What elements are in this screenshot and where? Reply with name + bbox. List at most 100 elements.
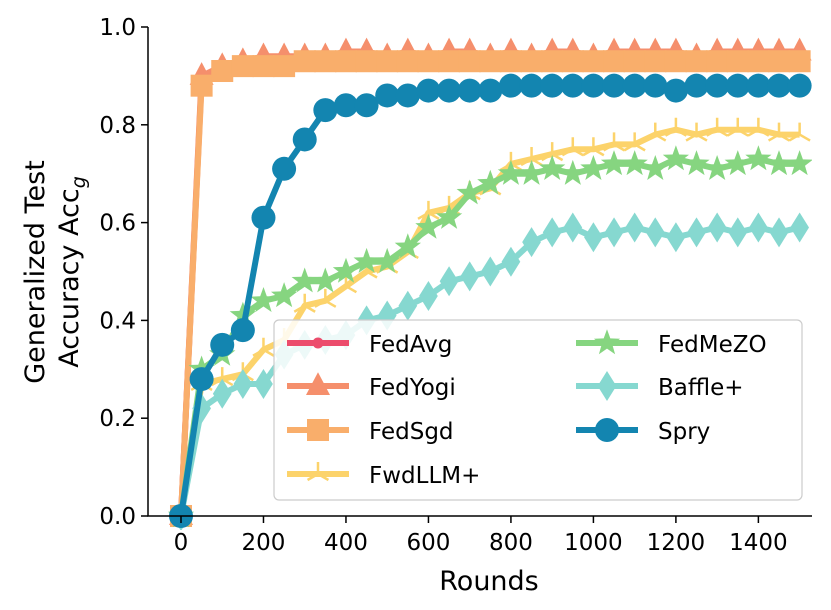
data-point-fwdllm xyxy=(520,147,543,167)
x-tick-label: 200 xyxy=(242,530,286,556)
data-point-fedmezo xyxy=(786,150,812,176)
legend-swatch-marker xyxy=(306,462,330,482)
x-tick-label: 1400 xyxy=(729,530,788,556)
data-point-baffle xyxy=(749,212,768,243)
data-point-fedmezo xyxy=(765,150,793,176)
data-point-fedsgd xyxy=(376,50,399,73)
legend-label: FedYogi xyxy=(369,375,456,401)
data-point-spry xyxy=(478,78,503,103)
x-tick-label: 400 xyxy=(324,530,368,556)
data-point-fedsgd xyxy=(458,50,481,73)
data-point-spry xyxy=(189,367,214,392)
data-point-spry xyxy=(684,73,709,98)
data-point-fedmezo xyxy=(600,150,628,176)
legend-swatch-marker xyxy=(597,371,617,401)
data-point-fedsgd xyxy=(334,50,357,73)
data-point-spry xyxy=(602,73,627,98)
data-point-fwdllm xyxy=(644,122,667,142)
data-point-fwdllm xyxy=(417,200,440,220)
data-point-fedsgd xyxy=(706,50,729,73)
y-axis-title: Generalized Test Accuracy Accg xyxy=(20,160,90,384)
data-point-spry xyxy=(746,73,771,98)
data-point-baffle xyxy=(501,246,521,277)
y-tick-label: 0.4 xyxy=(99,308,136,334)
data-point-fwdllm xyxy=(664,117,687,137)
x-tick-label: 0 xyxy=(174,530,189,556)
data-point-spry xyxy=(643,73,668,98)
y-tick-label: 0.6 xyxy=(99,211,136,237)
legend-item-baffle: Baffle+ xyxy=(576,371,744,401)
legend-swatch-marker xyxy=(306,372,330,395)
series-fedsgd xyxy=(169,50,811,527)
data-point-fedsgd xyxy=(685,50,708,73)
data-point-fedsgd xyxy=(252,55,275,78)
data-point-fedsgd xyxy=(314,50,337,73)
legend-label: Baffle+ xyxy=(658,375,744,401)
data-point-fedmezo xyxy=(745,145,772,171)
legend-label: Spry xyxy=(658,419,710,445)
data-point-baffle xyxy=(625,212,645,243)
y-tick-label: 0.0 xyxy=(99,504,136,530)
data-point-spry xyxy=(540,73,565,98)
data-point-baffle xyxy=(192,393,211,424)
data-point-spry xyxy=(416,78,441,103)
data-point-baffle xyxy=(419,280,438,311)
data-point-fwdllm xyxy=(685,122,708,142)
data-point-spry xyxy=(272,156,297,181)
data-point-fedmezo xyxy=(456,179,483,205)
y-axis-label-line2: Accuracy Accg xyxy=(54,176,90,368)
data-point-fedmezo xyxy=(662,145,689,171)
data-point-spry xyxy=(395,83,420,108)
data-point-fedmezo xyxy=(497,159,525,185)
data-point-fedsgd xyxy=(355,50,378,73)
data-point-fwdllm xyxy=(706,117,729,137)
data-point-fedsgd xyxy=(438,50,461,73)
data-point-spry xyxy=(498,73,523,98)
data-point-fedmezo xyxy=(415,213,442,239)
data-point-fedsgd xyxy=(293,50,316,73)
data-point-fwdllm xyxy=(314,288,337,308)
legend-item-fedsgd: FedSgd xyxy=(287,419,454,445)
data-point-fedsgd xyxy=(211,60,234,83)
data-point-spry xyxy=(292,127,317,152)
data-point-fedsgd xyxy=(417,50,440,73)
y-axis-label-main: Accuracy Acc xyxy=(54,188,85,368)
data-point-fedmezo xyxy=(539,155,566,180)
data-point-fedsgd xyxy=(541,50,564,73)
data-point-spry xyxy=(519,73,544,98)
data-point-baffle xyxy=(212,378,232,409)
data-point-fedmezo xyxy=(477,169,504,195)
data-point-fedmezo xyxy=(312,267,339,293)
data-point-spry xyxy=(560,73,585,98)
data-point-spry xyxy=(251,205,276,230)
x-tick-label: 600 xyxy=(406,530,450,556)
y-tick-label: 1.0 xyxy=(99,15,136,41)
data-point-spry xyxy=(375,83,400,108)
data-point-fwdllm xyxy=(582,137,605,157)
data-point-fedmezo xyxy=(704,155,731,180)
data-point-fedsgd xyxy=(273,55,296,78)
data-point-fedsgd xyxy=(499,50,522,73)
data-point-fedmezo xyxy=(642,155,669,180)
x-tick-label: 1200 xyxy=(647,530,706,556)
data-point-baffle xyxy=(584,222,603,253)
data-point-fedsgd xyxy=(396,50,419,73)
data-point-fedsgd xyxy=(623,50,646,73)
data-point-baffle xyxy=(707,212,727,243)
data-point-fedmezo xyxy=(435,203,463,229)
data-point-baffle xyxy=(398,290,418,321)
data-point-fedmezo xyxy=(394,233,421,259)
data-point-fwdllm xyxy=(747,117,770,137)
data-point-spry xyxy=(725,73,750,98)
data-point-spry xyxy=(313,98,338,123)
data-point-fwdllm xyxy=(252,337,275,357)
data-point-baffle xyxy=(769,217,789,248)
data-point-baffle xyxy=(233,368,253,399)
legend-label: FedSgd xyxy=(369,419,454,445)
x-axis-label: Rounds xyxy=(439,566,539,597)
data-point-fedsgd xyxy=(747,50,770,73)
data-point-fedmezo xyxy=(559,159,586,185)
data-point-fwdllm xyxy=(602,132,626,152)
y-tick-label: 0.8 xyxy=(99,113,136,139)
data-point-fwdllm xyxy=(623,132,646,152)
